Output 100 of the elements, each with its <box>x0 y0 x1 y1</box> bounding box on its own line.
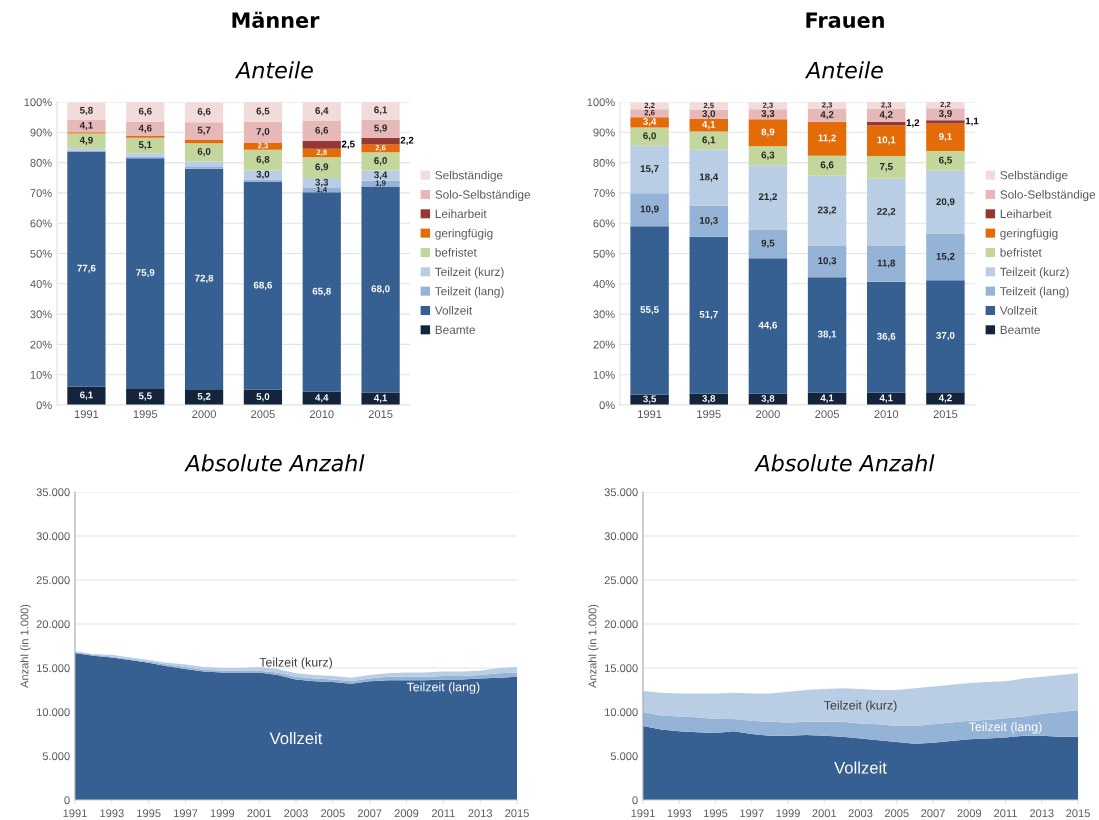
data-label: 6,3 <box>761 151 775 160</box>
x-tick-label: 1995 <box>133 410 158 419</box>
x-tick-label: 2007 <box>921 809 945 818</box>
data-label: 1,2 <box>906 119 920 128</box>
bar <box>689 205 728 237</box>
y-axis-title: Anzahl (in 1.000) <box>588 604 599 688</box>
y-tick-label: 20.000 <box>604 620 638 629</box>
data-label: 6,6 <box>820 161 834 170</box>
chart-title: Frauen <box>806 12 884 29</box>
data-label: 15,2 <box>936 252 955 262</box>
x-tick-label: 2000 <box>756 410 780 419</box>
x-tick-label: 2005 <box>321 809 345 818</box>
legend-label: Vollzeit <box>999 306 1038 315</box>
data-label: 6,6 <box>138 107 152 117</box>
series-label: Teilzeit (lang) <box>406 682 480 694</box>
bar <box>867 281 906 393</box>
data-label: 4,2 <box>820 111 834 120</box>
y-tick-label: 100% <box>587 98 615 107</box>
data-label: 9,5 <box>761 239 775 248</box>
bar <box>689 149 728 206</box>
bar <box>302 192 341 392</box>
data-label: 10,3 <box>818 257 837 266</box>
data-label: 7,0 <box>256 128 270 137</box>
data-label: 7,5 <box>879 163 893 172</box>
data-label: 3,8 <box>702 394 716 404</box>
x-tick-label: 2010 <box>309 410 334 419</box>
chart-title: Männer <box>232 11 320 29</box>
bar <box>243 121 283 143</box>
y-tick-label: 40% <box>30 280 52 288</box>
data-label: 3,8 <box>761 394 775 404</box>
chart-subtitle: Anteile <box>804 61 883 79</box>
data-label: 10,3 <box>699 216 718 226</box>
x-tick-label: 2015 <box>1066 809 1090 818</box>
series-label: Teilzeit (kurz) <box>259 657 333 670</box>
data-label: 5,1 <box>138 141 152 150</box>
series-label: Vollzeit <box>834 761 887 774</box>
bar <box>361 137 400 145</box>
data-label: 6,6 <box>315 126 329 136</box>
data-label: 22,2 <box>877 208 896 217</box>
bar <box>630 127 669 146</box>
data-label: 15,7 <box>640 165 659 174</box>
x-tick-label: 1999 <box>210 809 235 818</box>
x-tick-label: 2005 <box>815 410 839 419</box>
bar <box>807 102 847 109</box>
bar <box>689 236 728 394</box>
legend-label: geringfügig <box>435 228 493 240</box>
bar <box>807 245 847 278</box>
bar <box>630 145 669 194</box>
bar <box>748 119 788 147</box>
bar <box>67 119 106 133</box>
bar <box>748 109 788 120</box>
data-label: 11,8 <box>877 259 896 268</box>
data-label: 21,2 <box>758 193 777 202</box>
x-tick-label: 1995 <box>137 809 161 818</box>
x-tick-label: 1997 <box>740 809 764 818</box>
bar <box>807 121 847 156</box>
data-label: 2,2 <box>400 136 414 146</box>
data-label: 9,1 <box>939 133 952 142</box>
y-tick-label: 30% <box>30 310 52 319</box>
x-tick-label: 2009 <box>394 809 419 818</box>
bar <box>184 168 224 390</box>
x-tick-label: 2010 <box>874 410 899 419</box>
y-tick-label: 100% <box>24 98 52 107</box>
data-label: 36,6 <box>877 332 896 342</box>
data-label: 4,1 <box>820 394 834 403</box>
data-label: 37,0 <box>936 331 955 341</box>
bar <box>867 108 906 122</box>
y-tick-label: 30% <box>593 310 615 319</box>
data-label: 6,1 <box>80 391 93 400</box>
x-tick-label: 2015 <box>933 410 958 419</box>
data-label: 5,5 <box>138 392 152 401</box>
legend-label: Vollzeit <box>434 306 473 315</box>
y-axis-title: Anzahl (in 1.000) <box>20 604 31 688</box>
bar <box>361 144 400 153</box>
legend-label: befristet <box>1000 248 1042 257</box>
data-label: 72,8 <box>195 274 214 283</box>
bar <box>807 175 847 246</box>
data-label: 6,0 <box>643 132 656 141</box>
data-label: 3,5 <box>643 395 657 404</box>
data-label: 6,1 <box>702 136 716 145</box>
y-tick-label: 10% <box>30 370 52 379</box>
data-label: 5,8 <box>79 106 93 116</box>
x-tick-label: 2001 <box>812 809 837 818</box>
y-tick-label: 80% <box>593 158 615 167</box>
bar <box>926 170 965 235</box>
y-tick-label: 15.000 <box>605 664 638 673</box>
bar <box>243 102 283 122</box>
data-label: 23,2 <box>817 206 837 215</box>
data-label: 6,0 <box>374 157 387 166</box>
bar <box>126 102 165 122</box>
legend-label: Selbständige <box>435 170 503 182</box>
series-label: Vollzeit <box>269 731 323 745</box>
legend-label: Teilzeit (kurz) <box>1000 267 1069 279</box>
bar <box>926 123 965 152</box>
legend-label: Teilzeit (lang) <box>1000 286 1069 298</box>
y-tick-label: 30.000 <box>36 532 70 541</box>
bar <box>126 137 165 154</box>
y-tick-label: 90% <box>593 128 615 137</box>
data-label: 5,0 <box>256 393 270 402</box>
data-label: 4,1 <box>79 121 93 131</box>
